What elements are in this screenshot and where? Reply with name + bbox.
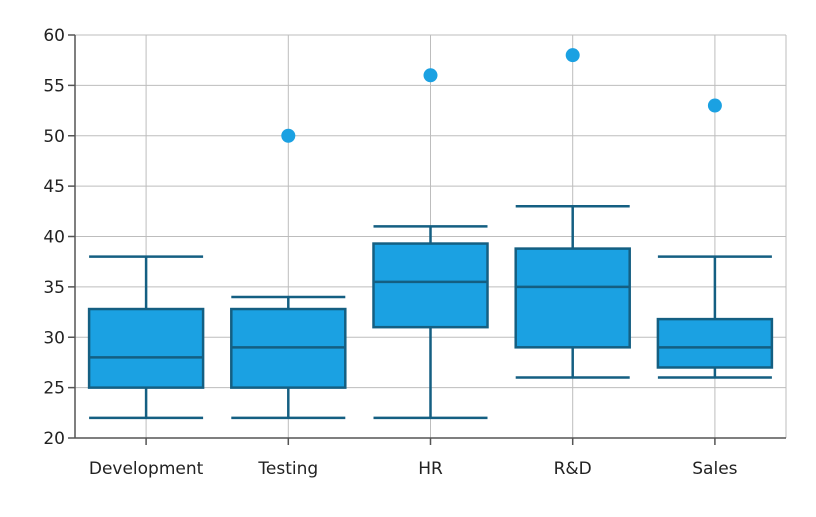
y-tick-label: 45: [43, 177, 65, 197]
y-tick-label: 55: [43, 76, 65, 96]
box-hr: [372, 68, 489, 420]
x-tick-label: HR: [418, 459, 443, 479]
x-tick-label: Development: [89, 459, 204, 479]
iqr-box: [656, 317, 774, 369]
outlier-point: [565, 48, 580, 63]
y-tick-label: 35: [43, 278, 65, 298]
iqr-box: [372, 242, 489, 329]
boxes: [87, 48, 774, 420]
box-testing: [230, 128, 347, 420]
y-tick-label: 30: [43, 328, 65, 348]
x-tick-label: Testing: [257, 459, 318, 479]
y-tick-label: 50: [43, 127, 65, 147]
y-tick-label: 40: [43, 228, 65, 248]
outlier-point: [281, 128, 296, 143]
y-tick-label: 60: [43, 26, 65, 46]
y-tick-label: 25: [43, 379, 65, 399]
box-r-d: [514, 48, 631, 379]
x-tick-label: R&D: [554, 459, 592, 479]
box-development: [87, 255, 205, 420]
axes: [68, 34, 786, 445]
box-sales: [656, 98, 774, 379]
iqr-box: [514, 247, 631, 349]
iqr-box: [87, 307, 205, 389]
x-tick-label: Sales: [692, 459, 737, 479]
y-tick-label: 20: [43, 429, 65, 449]
tick-labels: 20 25 30 35 40 45 50 55 60 Development Testing HR R&…: [43, 26, 737, 479]
outlier-point: [707, 98, 722, 113]
outlier-point: [423, 68, 438, 83]
